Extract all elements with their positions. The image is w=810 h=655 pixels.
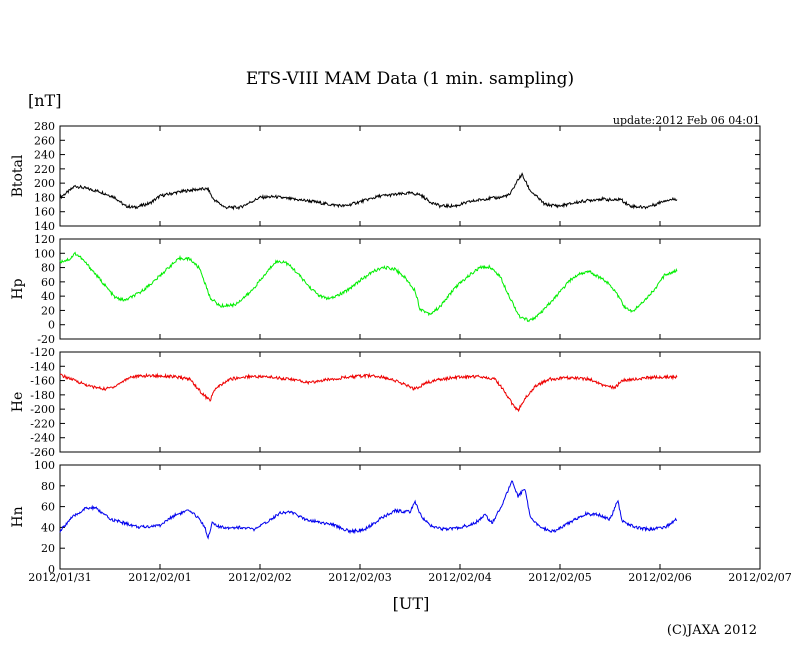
panel-label-hp: Hp: [10, 278, 26, 299]
y-tick-label: 0: [48, 563, 55, 576]
y-tick-label: 20: [41, 542, 55, 555]
x-tick-label: 2012/02/04: [428, 571, 491, 584]
y-tick-label: -20: [37, 333, 55, 346]
x-tick-label: 2012/02/07: [728, 571, 791, 584]
x-tick-label: 2012/02/02: [228, 571, 291, 584]
y-tick-label: 100: [34, 459, 55, 472]
y-tick-label: -160: [30, 375, 55, 388]
x-tick-label: 2012/01/31: [28, 571, 91, 584]
series-line-he: [59, 372, 678, 413]
y-tick-label: 120: [34, 233, 55, 246]
y-tick-label: 160: [34, 206, 55, 219]
panel-frame: [59, 464, 761, 570]
panels: 280260240220200180160140Btotal1201008060…: [10, 120, 761, 576]
y-tick-label: -200: [30, 403, 55, 416]
y-tick-label: -180: [30, 389, 55, 402]
y-tick-label: -260: [30, 446, 55, 459]
copyright: (C)JAXA 2012: [667, 623, 757, 638]
x-tick-label: 2012/02/01: [128, 571, 191, 584]
y-tick-label: 60: [41, 501, 55, 514]
y-tick-label: 20: [41, 304, 55, 317]
y-tick-label: -220: [30, 417, 55, 430]
panel-frame: [59, 125, 761, 227]
y-tick-label: 200: [34, 177, 55, 190]
x-tick-label: 2012/02/03: [328, 571, 391, 584]
series-line-hn: [59, 480, 678, 540]
y-tick-label: 60: [41, 276, 55, 289]
y-tick-label: 240: [34, 149, 55, 162]
x-tick-label: 2012/02/05: [528, 571, 591, 584]
unit-label: [nT]: [28, 91, 61, 110]
y-tick-label: 40: [41, 521, 55, 534]
y-tick-label: -120: [30, 346, 55, 359]
y-tick-label: 80: [41, 262, 55, 275]
x-tick-labels: 2012/01/31 2012/02/01 2012/02/02 2012/02/03…: [28, 571, 791, 584]
y-tick-label: 280: [34, 120, 55, 133]
y-tick-label: 40: [41, 290, 55, 303]
panel-label-he: He: [10, 392, 26, 413]
panel-frame: [59, 351, 761, 453]
series-line-btotal: [59, 172, 678, 211]
y-tick-label: 180: [34, 191, 55, 204]
y-tick-label: 80: [41, 480, 55, 493]
x-tick-label: 2012/02/06: [628, 571, 691, 584]
y-tick-label: -240: [30, 432, 55, 445]
y-tick-label: 0: [48, 319, 55, 332]
update-text: update:2012 Feb 06 04:01: [613, 114, 760, 127]
y-tick-label: 140: [34, 220, 55, 233]
series-line-hp: [59, 251, 678, 323]
y-tick-label: 220: [34, 163, 55, 176]
panel-label-btotal: Btotal: [10, 154, 26, 197]
y-tick-label: 100: [34, 247, 55, 260]
y-tick-label: -140: [30, 360, 55, 373]
x-axis-label: [UT]: [393, 594, 430, 613]
chart-title: ETS-VIII MAM Data (1 min. sampling): [246, 69, 574, 89]
panel-hn: 100 80 60 40 20 0 Hn: [10, 459, 761, 576]
panel-he: -120-140 -160-180-200-220 -240-260 He: [10, 346, 761, 459]
y-tick-label: 260: [34, 134, 55, 147]
panel-frame: [59, 238, 761, 340]
panel-label-hn: Hn: [10, 506, 26, 527]
